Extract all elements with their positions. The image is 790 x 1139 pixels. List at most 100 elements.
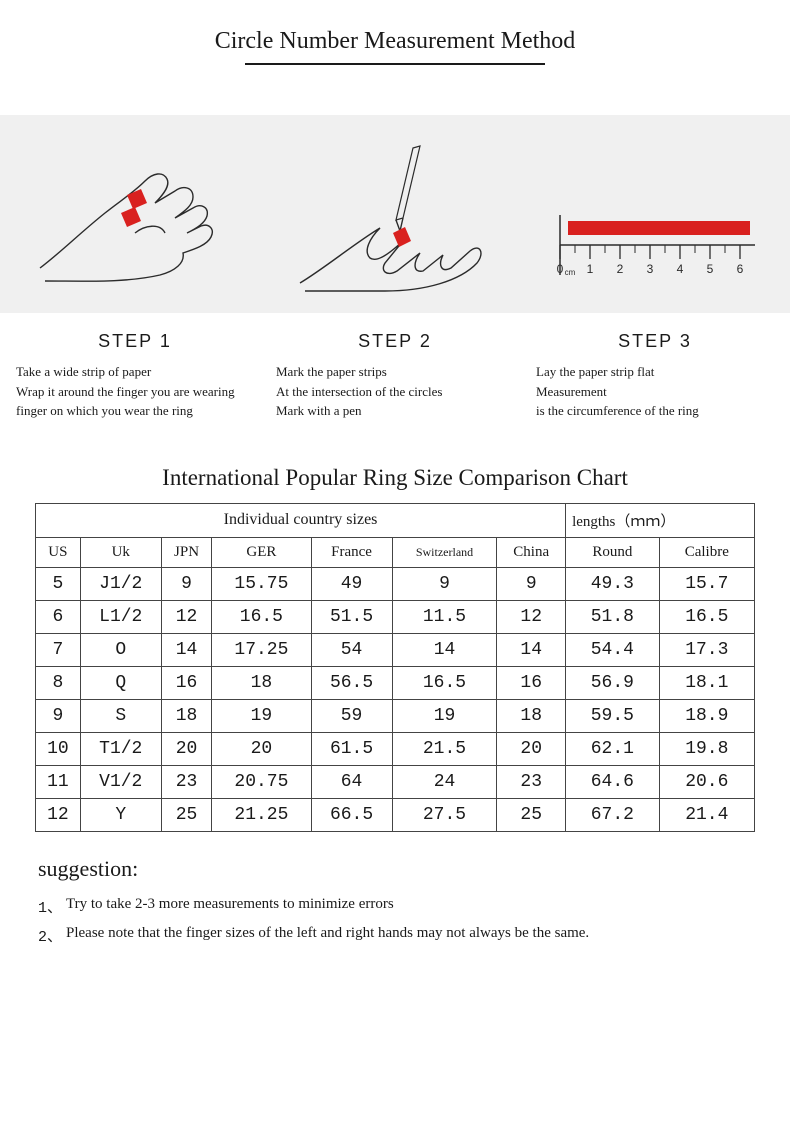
table-cell: 16.5 — [659, 600, 754, 633]
table-cell: 20 — [161, 732, 211, 765]
table-cell: 18 — [497, 699, 566, 732]
step2-illustration — [270, 143, 520, 293]
table-cell: Y — [80, 798, 161, 831]
table-row: 8Q161856.516.51656.918.1 — [36, 666, 755, 699]
table-cell: 51.5 — [311, 600, 392, 633]
table-cell: T1/2 — [80, 732, 161, 765]
table-cell: 18.9 — [659, 699, 754, 732]
step1-label: STEP 1 — [16, 331, 254, 352]
step2-column: STEP 2 Mark the paper strips At the inte… — [270, 331, 520, 421]
paper-strip-marked-icon — [393, 227, 411, 247]
col-round: Round — [566, 537, 660, 567]
table-cell: 20 — [497, 732, 566, 765]
table-cell: 54.4 — [566, 633, 660, 666]
table-cell: S — [80, 699, 161, 732]
step3-column: STEP 3 Lay the paper strip flat Measurem… — [530, 331, 780, 421]
table-row: 11V1/22320.7564242364.620.6 — [36, 765, 755, 798]
table-cell: 21.5 — [392, 732, 497, 765]
step3-line2: Measurement — [536, 382, 774, 402]
table-cell: 62.1 — [566, 732, 660, 765]
table-cell: 11.5 — [392, 600, 497, 633]
page-title: Circle Number Measurement Method — [0, 0, 790, 63]
table-cell: 20.6 — [659, 765, 754, 798]
table-cell: 27.5 — [392, 798, 497, 831]
suggestion-item-1: 1、 Try to take 2-3 more measurements to … — [38, 896, 752, 917]
table-cell: 25 — [161, 798, 211, 831]
table-cell: 16 — [497, 666, 566, 699]
col-calibre: Calibre — [659, 537, 754, 567]
table-cell: 17.25 — [212, 633, 311, 666]
table-cell: 56.5 — [311, 666, 392, 699]
table-cell: 64.6 — [566, 765, 660, 798]
table-cell: 12 — [36, 798, 81, 831]
table-row: 6L1/21216.551.511.51251.816.5 — [36, 600, 755, 633]
ruler-unit: cm — [565, 268, 576, 277]
steps-text-row: STEP 1 Take a wide strip of paper Wrap i… — [0, 313, 790, 451]
col-jpn: JPN — [161, 537, 211, 567]
table-cell: 21.25 — [212, 798, 311, 831]
table-cell: 54 — [311, 633, 392, 666]
table-cell: 23 — [161, 765, 211, 798]
table-row: 9S181959191859.518.9 — [36, 699, 755, 732]
table-row: 5J1/2915.75499949.315.7 — [36, 567, 755, 600]
table-cell: 7 — [36, 633, 81, 666]
table-cell: 12 — [497, 600, 566, 633]
suggestion-title: suggestion: — [38, 856, 752, 882]
table-cell: 9 — [497, 567, 566, 600]
col-us: US — [36, 537, 81, 567]
col-china: China — [497, 537, 566, 567]
ruler-tick-3: 3 — [647, 262, 654, 276]
table-cell: 9 — [161, 567, 211, 600]
suggestion-item-2: 2、 Please note that the finger sizes of … — [38, 925, 752, 946]
suggestion-num-1: 1、 — [38, 896, 66, 917]
ruler-tick-6: 6 — [737, 262, 744, 276]
group-header-countries: Individual country sizes — [36, 503, 566, 537]
table-row: 10T1/2202061.521.52062.119.8 — [36, 732, 755, 765]
ruler-tick-1: 1 — [587, 262, 594, 276]
table-row: 7O1417.2554141454.417.3 — [36, 633, 755, 666]
ruler-strip-icon — [568, 221, 750, 235]
table-cell: 20.75 — [212, 765, 311, 798]
table-cell: 16.5 — [392, 666, 497, 699]
table-cell: 8 — [36, 666, 81, 699]
step1-illustration — [10, 143, 260, 293]
table-cell: 18 — [161, 699, 211, 732]
table-cell: 19 — [212, 699, 311, 732]
col-uk: Uk — [80, 537, 161, 567]
table-row: 12Y2521.2566.527.52567.221.4 — [36, 798, 755, 831]
table-cell: 49 — [311, 567, 392, 600]
ruler-tick-4: 4 — [677, 262, 684, 276]
table-cell: 51.8 — [566, 600, 660, 633]
table-cell: 19.8 — [659, 732, 754, 765]
table-cell: 16 — [161, 666, 211, 699]
step1-line1: Take a wide strip of paper — [16, 362, 254, 382]
table-cell: 66.5 — [311, 798, 392, 831]
table-cell: 14 — [497, 633, 566, 666]
table-group-header-row: Individual country sizes lengths（ｍｍ） — [36, 503, 755, 537]
table-cell: 21.4 — [659, 798, 754, 831]
step3-line3: is the circumference of the ring — [536, 401, 774, 421]
hand-with-paper-icon — [25, 153, 245, 293]
table-column-header-row: US Uk JPN GER France Switzerland China R… — [36, 537, 755, 567]
group-header-lengths: lengths（ｍｍ） — [566, 503, 755, 537]
suggestion-block: suggestion: 1、 Try to take 2-3 more meas… — [0, 832, 790, 984]
step3-label: STEP 3 — [536, 331, 774, 352]
col-france: France — [311, 537, 392, 567]
table-cell: 61.5 — [311, 732, 392, 765]
step1-line2: Wrap it around the finger you are wearin… — [16, 382, 254, 402]
table-cell: 59.5 — [566, 699, 660, 732]
suggestion-text-1: Try to take 2-3 more measurements to min… — [66, 896, 394, 917]
table-cell: 9 — [36, 699, 81, 732]
paper-strip-top-icon — [127, 189, 147, 209]
step3-line1: Lay the paper strip flat — [536, 362, 774, 382]
table-cell: 18.1 — [659, 666, 754, 699]
step2-label: STEP 2 — [276, 331, 514, 352]
step1-column: STEP 1 Take a wide strip of paper Wrap i… — [10, 331, 260, 421]
step2-description: Mark the paper strips At the intersectio… — [276, 362, 514, 421]
step2-line3: Mark with a pen — [276, 401, 514, 421]
title-underline — [245, 63, 545, 65]
table-cell: 23 — [497, 765, 566, 798]
step3-illustration: 0 cm 1 2 3 4 5 6 — [530, 143, 780, 293]
table-cell: 20 — [212, 732, 311, 765]
table-cell: 64 — [311, 765, 392, 798]
